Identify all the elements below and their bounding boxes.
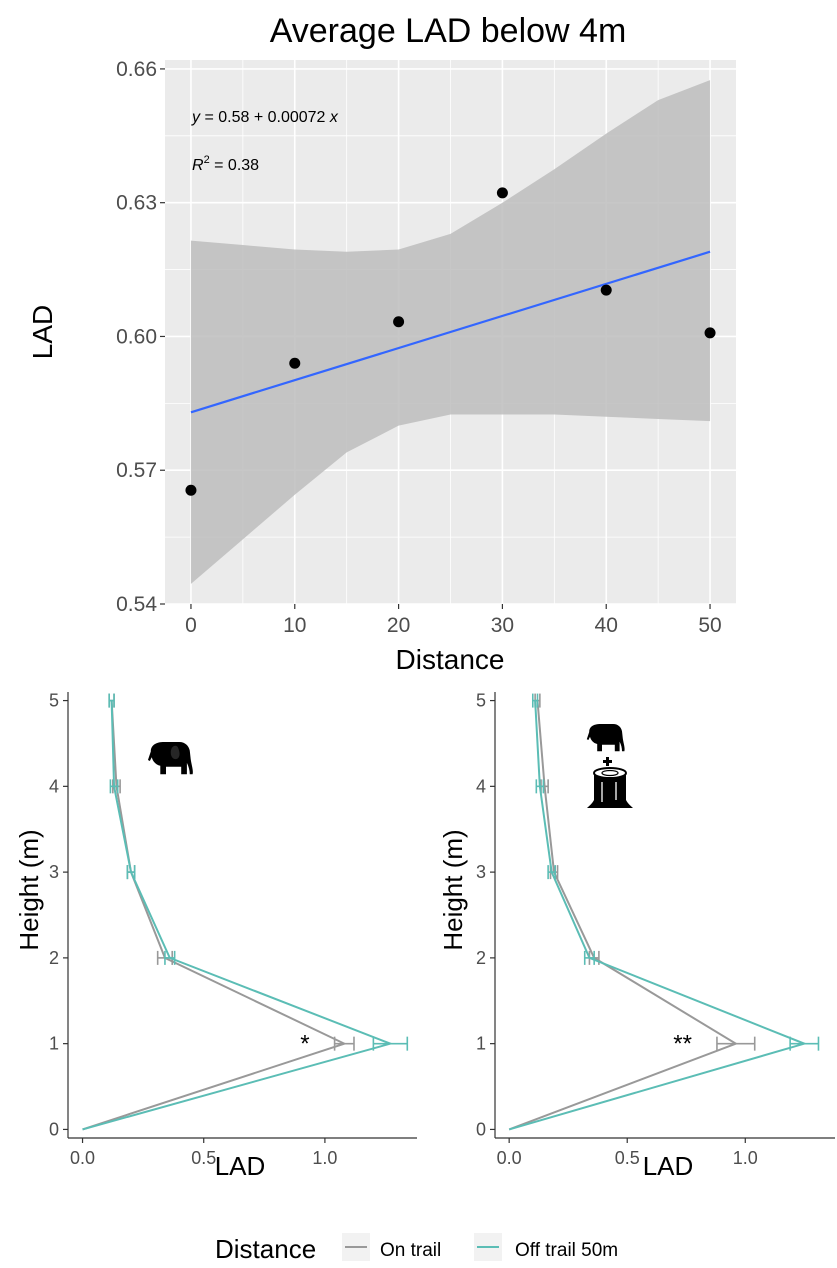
y-tick-label: 1 — [49, 1034, 59, 1054]
y-tick-label: 4 — [476, 776, 486, 796]
regression-line — [190, 250, 711, 414]
series-line — [82, 700, 347, 1131]
equation-annotation: y = 0.58 + 0.00072 x — [191, 109, 339, 126]
legend: Distance On trail Off trail 50m — [215, 1233, 618, 1264]
y-tick-label: 0.63 — [116, 192, 157, 215]
data-points — [185, 187, 716, 496]
x-axis-label: LAD — [215, 1151, 266, 1181]
significance-marker: * — [300, 1031, 309, 1058]
y-tick-label: 1 — [476, 1034, 486, 1054]
y-tick-label: 0 — [476, 1119, 486, 1139]
x-tick-label: 40 — [595, 614, 618, 637]
x-tick-label: 50 — [698, 614, 721, 637]
series-line — [82, 700, 394, 1131]
data-point — [393, 316, 405, 328]
y-tick-label: 3 — [49, 862, 59, 882]
y-tick-label: 0.60 — [116, 325, 157, 348]
x-tick-label: 1.0 — [312, 1148, 337, 1168]
y-axis-label: LAD — [27, 305, 58, 359]
x-tick-label: 0 — [185, 614, 197, 637]
y-tick-label: 2 — [49, 948, 59, 968]
data-point — [704, 327, 716, 339]
legend-label-off-trail: Off trail 50m — [515, 1240, 618, 1261]
y-tick-label: 0.57 — [116, 459, 157, 482]
x-tick-label: 0.5 — [191, 1148, 216, 1168]
data-point — [600, 284, 612, 296]
profile-panel-elephant-stump: 0 1 2 3 4 5 0.0 0.5 1.0 ** LAD Height (m) — [438, 691, 835, 1181]
series-lines — [82, 693, 409, 1131]
x-tick-label: 0.5 — [615, 1148, 640, 1168]
x-axis-label: LAD — [643, 1151, 694, 1181]
series-line — [508, 700, 808, 1131]
axes: 0 1 2 3 4 5 0.0 0.5 1.0 — [49, 691, 417, 1168]
legend-title: Distance — [215, 1234, 316, 1264]
y-tick-label: 5 — [476, 691, 486, 711]
data-point — [496, 187, 508, 199]
series-lines — [508, 693, 820, 1131]
x-tick-label: 0.0 — [70, 1148, 95, 1168]
y-axis-label: Height (m) — [438, 829, 468, 950]
x-tick-label: 0.0 — [497, 1148, 522, 1168]
x-axis-label: Distance — [396, 644, 505, 675]
series-line — [508, 700, 739, 1131]
elephant-icon — [147, 742, 193, 775]
data-point — [289, 357, 301, 369]
legend-label-on-trail: On trail — [380, 1240, 441, 1261]
x-tick-label: 30 — [491, 614, 514, 637]
y-tick-label: 2 — [476, 948, 486, 968]
data-point — [185, 484, 197, 496]
y-axis-label: Height (m) — [14, 829, 44, 950]
profile-panel-elephant: 0 1 2 3 4 5 0.0 0.5 1.0 * LAD Height (m) — [14, 691, 417, 1181]
y-tick-label: 0.54 — [116, 593, 157, 616]
x-tick-label: 1.0 — [733, 1148, 758, 1168]
regression-panel: Average LAD below 4m 0 10 20 30 40 50 0.540.5… — [27, 12, 736, 675]
chart-title: Average LAD below 4m — [270, 12, 627, 50]
y-tick-label: 0.66 — [116, 58, 157, 81]
y-axis-ticks: 0.54 0.57 0.60 0.63 0.66 — [116, 58, 165, 616]
y-tick-label: 4 — [49, 776, 59, 796]
y-tick-label: 3 — [476, 862, 486, 882]
y-tick-label: 5 — [49, 691, 59, 711]
x-axis-ticks: 0 10 20 30 40 50 — [185, 604, 722, 637]
y-tick-label: 0 — [49, 1119, 59, 1139]
x-tick-label: 20 — [387, 614, 410, 637]
axes: 0 1 2 3 4 5 0.0 0.5 1.0 — [476, 691, 835, 1168]
r-squared-annotation: R2 = 0.38 — [192, 154, 259, 174]
x-tick-label: 10 — [283, 614, 306, 637]
elephant-plus-stump-icon — [586, 724, 633, 808]
significance-marker: ** — [673, 1031, 692, 1058]
